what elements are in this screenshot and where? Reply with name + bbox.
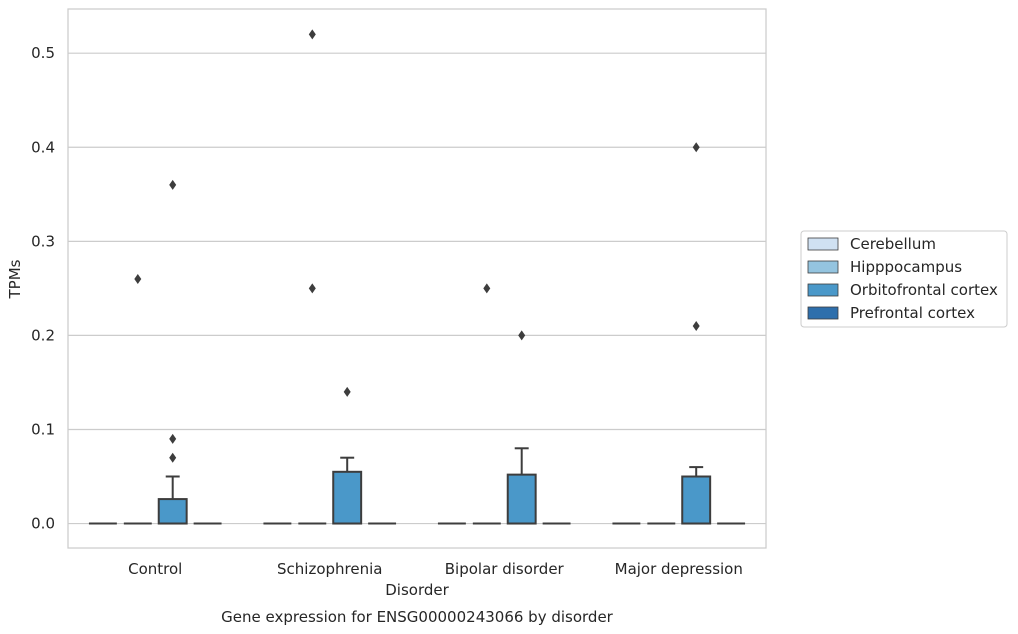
x-tick-label: Schizophrenia [277,560,382,578]
plot-area-frame [67,8,767,549]
box-orbitofrontal-cortex [681,466,712,525]
legend-label: Cerebellum [850,235,936,253]
outlier-point [692,321,700,332]
legend-item: Orbitofrontal cortex [807,281,998,299]
outlier-point [308,29,316,40]
outlier-point [169,452,177,463]
box-body [681,475,712,525]
y-tick-label: 0.3 [31,232,55,250]
y-tick-label: 0.0 [31,515,55,533]
x-tick-label: Bipolar disorder [445,560,565,578]
x-tick-label: Major depression [615,560,743,578]
y-axis-label: TPMs [6,259,24,299]
outlier-points [134,29,700,463]
legend-label: Hipppocampus [850,258,962,276]
legend-label: Orbitofrontal cortex [850,281,998,299]
outlier-point [169,179,177,190]
box-series [88,447,746,525]
box-orbitofrontal-cortex [332,456,363,525]
legend-swatch [807,283,839,297]
y-tick-label: 0.4 [31,138,55,156]
legend-swatch [807,260,839,274]
legend: Cerebellum Hipppocampus Orbitofrontal cort… [800,230,1008,328]
outlier-point [169,433,177,444]
outlier-point [518,330,526,341]
legend-item: Hipppocampus [807,258,962,276]
legend-swatch [807,306,839,320]
box-body [157,498,188,525]
box-orbitofrontal-cortex [506,447,537,525]
box-orbitofrontal-cortex [157,475,188,525]
legend-item: Cerebellum [807,235,936,253]
y-axis-ticks: 0.0 0.1 0.2 0.3 0.4 0.5 [31,44,55,532]
outlier-point [308,283,316,294]
outlier-point [692,142,700,153]
legend-frame [800,230,1008,328]
y-tick-label: 0.5 [31,44,55,62]
outlier-point [134,273,142,284]
figure-caption: Gene expression for ENSG00000243066 by d… [221,608,614,626]
x-axis-ticks: Control Schizophrenia Bipolar disorder Majo… [128,560,743,578]
box-body [506,473,537,525]
outlier-point [483,283,491,294]
y-tick-label: 0.1 [31,420,55,438]
legend-swatch [807,237,839,251]
legend-label: Prefrontal cortex [850,304,975,322]
outlier-point [343,386,351,397]
x-axis-label: Disorder [385,581,449,599]
x-tick-label: Control [128,560,182,578]
box-body [332,470,363,525]
y-tick-label: 0.2 [31,326,55,344]
legend-item: Prefrontal cortex [807,304,975,322]
